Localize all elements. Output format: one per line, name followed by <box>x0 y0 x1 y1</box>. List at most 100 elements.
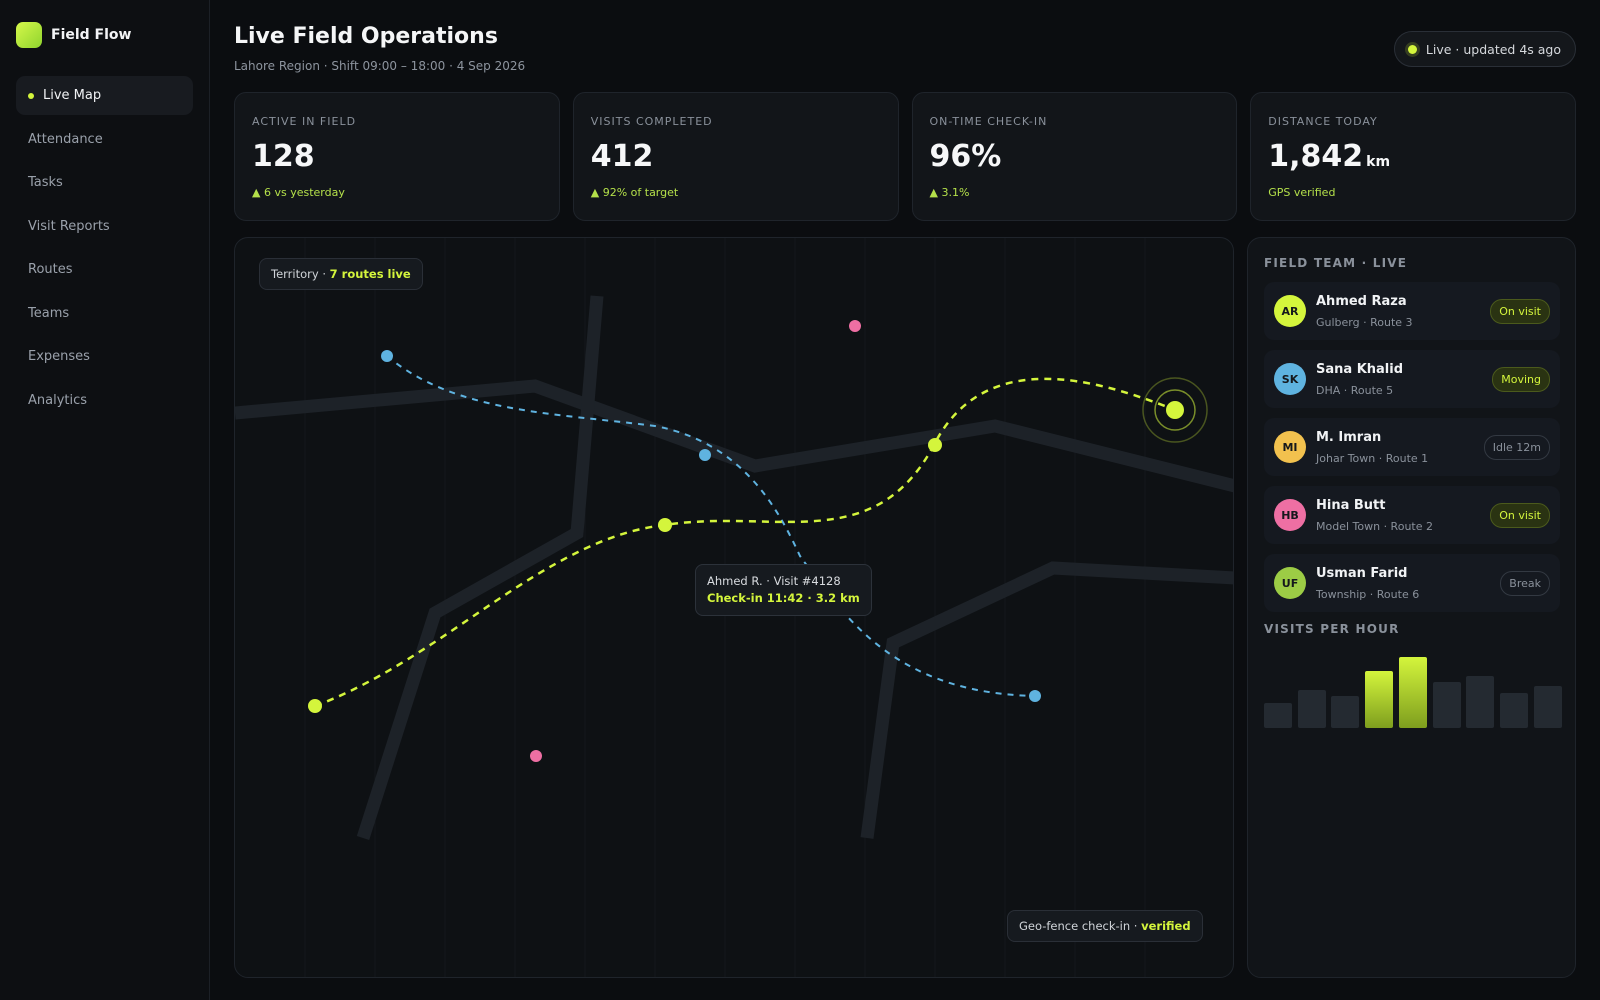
member-info: Hina Butt Model Town · Route 2 <box>1316 498 1490 533</box>
sidebar-item-visit-reports[interactable]: Visit Reports <box>16 207 193 246</box>
kpi-card-active[interactable]: ACTIVE IN FIELD 128 ▲ 6 vs yesterday <box>234 92 560 221</box>
status-badge: On visit <box>1490 298 1550 324</box>
kpi-label: ON-TIME CHECK-IN <box>929 115 1048 128</box>
visits-bar <box>1398 657 1427 728</box>
live-status-pill[interactable]: Live · updated 4s ago <box>1393 31 1576 67</box>
sidebar-item-label: Visit Reports <box>28 218 110 234</box>
tooltip-title: Ahmed R. · Visit #4128 <box>707 574 841 588</box>
status-badge: On visit <box>1490 502 1550 528</box>
route-end-pin <box>1029 690 1041 702</box>
sidebar-item-attendance[interactable]: Attendance <box>16 120 193 159</box>
map-grid <box>304 238 1146 977</box>
sidebar-item-routes[interactable]: Routes <box>16 250 193 289</box>
member-location: Model Town · Route 2 <box>1316 519 1433 533</box>
kpi-label: DISTANCE TODAY <box>1268 115 1378 128</box>
agent-pin <box>308 699 322 713</box>
territory-value: 7 routes live <box>329 267 411 281</box>
sidebar-item-label: Teams <box>28 305 70 321</box>
member-name: Hina Butt <box>1316 497 1386 513</box>
kpi-number: 412 <box>590 139 654 174</box>
kpi-label: VISITS COMPLETED <box>590 115 713 128</box>
sidebar-item-expenses[interactable]: Expenses <box>16 337 193 376</box>
kpi-card-visits[interactable]: VISITS COMPLETED 412 ▲ 92% of target <box>572 92 899 221</box>
brand-name: Field Flow <box>51 27 132 43</box>
sidebar-item-label: Attendance <box>28 131 103 147</box>
team-member-row[interactable]: HB Hina Butt Model Town · Route 2 On vis… <box>1264 486 1560 544</box>
visits-bar <box>1297 690 1326 728</box>
map-canvas[interactable] <box>235 238 1234 978</box>
status-badge: Break <box>1500 570 1550 596</box>
page-subtitle: Lahore Region · Shift 09:00 – 18:00 · 4 … <box>234 59 526 73</box>
member-info: Usman Farid Township · Route 6 <box>1316 566 1500 601</box>
alert-pin <box>849 320 861 332</box>
sidebar-item-analytics[interactable]: Analytics <box>16 381 193 420</box>
avatar: SK <box>1274 363 1306 395</box>
route-lime <box>314 377 1176 708</box>
sidebar-item-label: Expenses <box>28 349 90 364</box>
sidebar-item-teams[interactable]: Teams <box>16 294 193 333</box>
visits-bar <box>1264 703 1292 728</box>
team-member-row[interactable]: SK Sana Khalid DHA · Route 5 Moving <box>1264 350 1560 408</box>
visits-per-hour-heading: VISITS PER HOUR <box>1264 622 1400 636</box>
page-title: Live Field Operations <box>234 24 498 49</box>
member-location: DHA · Route 5 <box>1316 383 1394 397</box>
live-map[interactable]: Territory · 7 routes live Ahmed R. · Vis… <box>234 237 1234 978</box>
kpi-row: ACTIVE IN FIELD 128 ▲ 6 vs yesterday VIS… <box>234 92 1576 221</box>
kpi-delta: ▲ 6 vs yesterday <box>252 186 345 199</box>
field-team-panel: FIELD TEAM · LIVE AR Ahmed Raza Gulberg … <box>1247 237 1576 978</box>
kpi-label: ACTIVE IN FIELD <box>252 115 357 128</box>
live-dot-icon <box>1407 44 1417 54</box>
geofence-prefix: Geo-fence check-in · <box>1019 919 1142 933</box>
kpi-card-checkin[interactable]: ON-TIME CHECK-IN 96% ▲ 3.1% <box>911 92 1238 221</box>
member-name: Sana Khalid <box>1316 361 1404 377</box>
visits-bar <box>1365 671 1394 728</box>
kpi-delta: ▲ 3.1% <box>929 186 970 199</box>
live-pulse-ring <box>1142 377 1208 443</box>
member-info: Ahmed Raza Gulberg · Route 3 <box>1316 294 1490 329</box>
status-badge: Idle 12m <box>1483 434 1550 460</box>
member-info: M. Imran Johar Town · Route 1 <box>1316 430 1484 465</box>
brand-logo-icon <box>16 22 42 48</box>
territory-tag[interactable]: Territory · 7 routes live <box>259 258 423 290</box>
team-member-row[interactable]: UF Usman Farid Township · Route 6 Break <box>1264 554 1560 612</box>
sidebar-item-label: Routes <box>28 262 73 277</box>
live-pulse-ring <box>1154 389 1196 431</box>
agent-pin <box>658 518 672 532</box>
kpi-value: 1,842 km <box>1268 142 1558 172</box>
visits-bar <box>1499 693 1528 728</box>
visit-tooltip: Ahmed R. · Visit #4128 Check-in 11:42 · … <box>695 564 872 616</box>
sidebar-nav: Live Map Attendance Tasks Visit Reports … <box>16 76 193 424</box>
member-name: M. Imran <box>1316 429 1382 445</box>
kpi-unit: km <box>1366 154 1391 170</box>
member-info: Sana Khalid DHA · Route 5 <box>1316 362 1492 397</box>
team-member-row[interactable]: MI M. Imran Johar Town · Route 1 Idle 12… <box>1264 418 1560 476</box>
kpi-delta: GPS verified <box>1268 186 1336 199</box>
live-agent-pin <box>1166 401 1184 419</box>
kpi-delta: ▲ 92% of target <box>590 186 679 199</box>
status-badge: Moving <box>1492 366 1550 392</box>
member-name: Ahmed Raza <box>1316 293 1407 309</box>
agent-pin <box>928 438 942 452</box>
map-roads <box>235 295 1233 840</box>
sidebar: Field Flow Live Map Attendance Tasks Vis… <box>0 0 210 1000</box>
tooltip-detail: Check-in 11:42 · 3.2 km <box>707 591 860 605</box>
kpi-number: 1,842 <box>1268 139 1364 174</box>
kpi-value: 96% <box>930 142 1220 172</box>
team-heading: FIELD TEAM · LIVE <box>1264 256 1408 270</box>
kpi-card-distance[interactable]: DISTANCE TODAY 1,842 km GPS verified <box>1250 92 1576 221</box>
visits-bar <box>1466 676 1495 728</box>
sidebar-item-live-map[interactable]: Live Map <box>16 76 193 115</box>
team-member-row[interactable]: AR Ahmed Raza Gulberg · Route 3 On visit <box>1264 282 1560 340</box>
geofence-value: verified <box>1141 919 1191 933</box>
sidebar-item-tasks[interactable]: Tasks <box>16 163 193 202</box>
sidebar-item-label: Live Map <box>43 88 102 103</box>
kpi-number: 128 <box>252 139 315 174</box>
brand[interactable]: Field Flow <box>16 22 131 48</box>
geofence-tag: Geo-fence check-in · verified <box>1007 910 1203 942</box>
visits-bar <box>1432 682 1461 728</box>
avatar: UF <box>1274 567 1306 599</box>
live-status-text: Live · updated 4s ago <box>1425 41 1561 57</box>
member-name: Usman Farid <box>1316 565 1408 581</box>
visits-bar <box>1331 696 1360 728</box>
territory-prefix: Territory · <box>271 267 330 281</box>
